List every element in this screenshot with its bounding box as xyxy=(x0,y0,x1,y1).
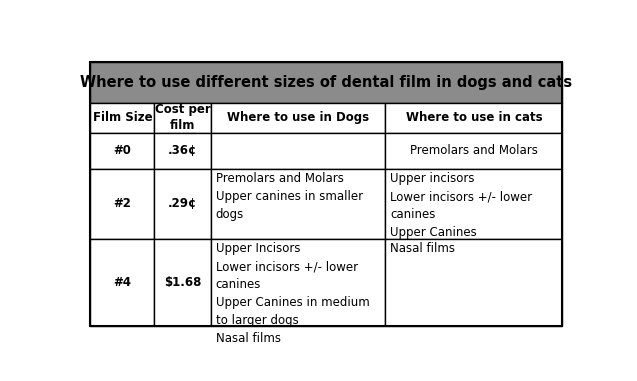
Bar xyxy=(154,239,211,326)
Text: #2: #2 xyxy=(113,197,131,210)
Bar xyxy=(90,169,154,239)
Bar xyxy=(385,133,562,169)
Text: Film Size: Film Size xyxy=(92,112,152,125)
Text: Upper incisors
Lower incisors +/- lower
canines
Upper Canines: Upper incisors Lower incisors +/- lower … xyxy=(390,172,533,239)
Bar xyxy=(90,103,154,133)
Bar xyxy=(385,239,562,326)
Bar xyxy=(90,239,154,326)
Text: Premolars and Molars: Premolars and Molars xyxy=(410,144,538,157)
Text: Upper Incisors
Lower incisors +/- lower
canines
Upper Canines in medium
to large: Upper Incisors Lower incisors +/- lower … xyxy=(216,242,369,345)
Bar xyxy=(90,133,154,169)
Text: .29¢: .29¢ xyxy=(168,197,197,210)
Bar xyxy=(154,169,211,239)
Bar xyxy=(385,169,562,239)
Text: #4: #4 xyxy=(113,276,131,289)
Text: Where to use in Dogs: Where to use in Dogs xyxy=(227,112,369,125)
Bar xyxy=(90,62,562,103)
Bar xyxy=(90,62,562,326)
Text: $1.68: $1.68 xyxy=(164,276,201,289)
Bar xyxy=(211,169,385,239)
Bar xyxy=(154,103,211,133)
Text: Where to use in cats: Where to use in cats xyxy=(406,112,542,125)
Text: Where to use different sizes of dental film in dogs and cats: Where to use different sizes of dental f… xyxy=(80,75,573,90)
Bar xyxy=(211,103,385,133)
Text: Cost per
film: Cost per film xyxy=(155,104,210,133)
Bar xyxy=(211,239,385,326)
Text: .36¢: .36¢ xyxy=(168,144,197,157)
Bar xyxy=(154,133,211,169)
Text: #0: #0 xyxy=(113,144,131,157)
Bar xyxy=(211,133,385,169)
Bar xyxy=(385,103,562,133)
Text: Premolars and Molars
Upper canines in smaller
dogs: Premolars and Molars Upper canines in sm… xyxy=(216,172,363,221)
Text: Nasal films: Nasal films xyxy=(390,242,455,255)
